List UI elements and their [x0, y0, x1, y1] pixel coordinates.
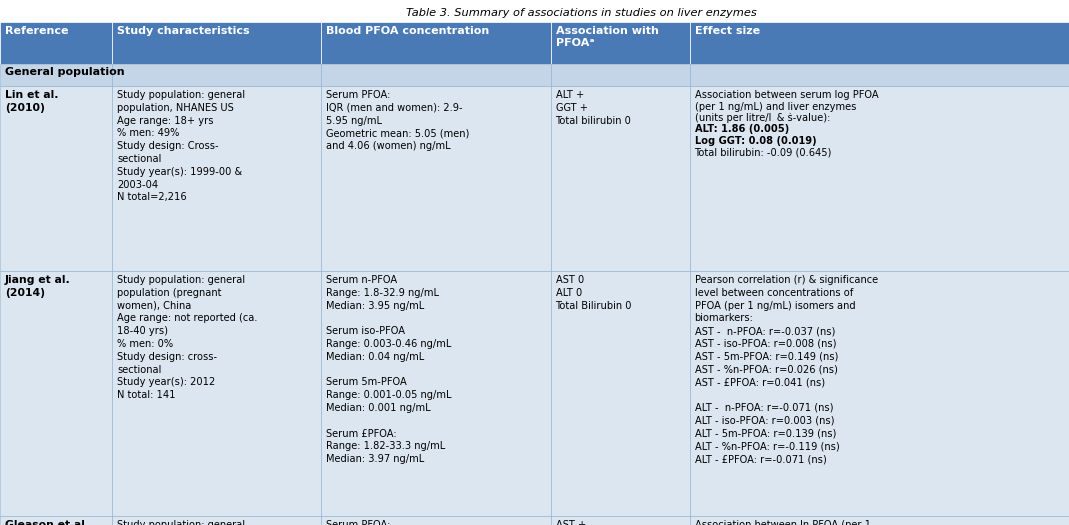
- Bar: [112, 516, 321, 525]
- Text: Association between ln PFOA (per 1: Association between ln PFOA (per 1: [695, 520, 870, 525]
- Text: ALT +
GGT +
Total bilirubin 0: ALT + GGT + Total bilirubin 0: [556, 90, 632, 125]
- Bar: [0, 64, 112, 86]
- Text: Study population: general: Study population: general: [118, 520, 246, 525]
- Bar: [321, 516, 551, 525]
- Bar: [0, 22, 112, 64]
- Text: Study characteristics: Study characteristics: [118, 26, 250, 36]
- Text: Study population: general
population (pregnant
women), China
Age range: not repo: Study population: general population (pr…: [118, 275, 258, 400]
- Text: Serum PFOA:: Serum PFOA:: [326, 520, 390, 525]
- Bar: [321, 271, 551, 516]
- Text: AST +: AST +: [556, 520, 586, 525]
- Text: Gleason et al.: Gleason et al.: [5, 520, 89, 525]
- Bar: [690, 86, 1069, 271]
- Bar: [551, 64, 690, 86]
- Bar: [112, 22, 321, 64]
- Text: AST 0
ALT 0
Total Bilirubin 0: AST 0 ALT 0 Total Bilirubin 0: [556, 275, 632, 311]
- Bar: [690, 64, 1069, 86]
- Bar: [112, 86, 321, 271]
- Text: Association between serum log PFOA: Association between serum log PFOA: [695, 90, 878, 100]
- Text: Serum PFOA:
IQR (men and women): 2.9-
5.95 ng/mL
Geometric mean: 5.05 (men)
and : Serum PFOA: IQR (men and women): 2.9- 5.…: [326, 90, 469, 151]
- Text: Reference: Reference: [5, 26, 68, 36]
- Text: Pearson correlation (r) & significance
level between concentrations of
PFOA (per: Pearson correlation (r) & significance l…: [695, 275, 878, 464]
- Text: Jiang et al.
(2014): Jiang et al. (2014): [5, 275, 71, 298]
- Bar: [321, 22, 551, 64]
- Bar: [551, 22, 690, 64]
- Text: Effect size: Effect size: [695, 26, 760, 36]
- Text: Log GGT: 0.08 (0.019): Log GGT: 0.08 (0.019): [695, 136, 816, 146]
- Bar: [112, 64, 321, 86]
- Bar: [690, 22, 1069, 64]
- Bar: [0, 271, 112, 516]
- Text: Total bilirubin: -0.09 (0.645): Total bilirubin: -0.09 (0.645): [695, 148, 832, 158]
- Bar: [0, 516, 112, 525]
- Bar: [690, 271, 1069, 516]
- Text: Study population: general
population, NHANES US
Age range: 18+ yrs
% men: 49%
St: Study population: general population, NH…: [118, 90, 246, 203]
- Text: ALT: 1.86 (0.005): ALT: 1.86 (0.005): [695, 124, 789, 134]
- Bar: [690, 516, 1069, 525]
- Bar: [551, 516, 690, 525]
- Text: (units per litre/l  & ṡ-value):: (units per litre/l & ṡ-value):: [695, 113, 830, 123]
- Text: Association with
PFOAᵃ: Association with PFOAᵃ: [556, 26, 659, 48]
- Text: Serum n-PFOA
Range: 1.8-32.9 ng/mL
Median: 3.95 ng/mL

Serum iso-PFOA
Range: 0.0: Serum n-PFOA Range: 1.8-32.9 ng/mL Media…: [326, 275, 451, 464]
- Text: Table 3. Summary of associations in studies on liver enzymes: Table 3. Summary of associations in stud…: [406, 8, 757, 18]
- Text: Blood PFOA concentration: Blood PFOA concentration: [326, 26, 489, 36]
- Bar: [551, 271, 690, 516]
- Bar: [112, 271, 321, 516]
- Text: Lin et al.
(2010): Lin et al. (2010): [5, 90, 59, 113]
- Bar: [321, 64, 551, 86]
- Bar: [0, 86, 112, 271]
- Bar: [551, 86, 690, 271]
- Text: General population: General population: [5, 67, 125, 77]
- Text: (per 1 ng/mL) and liver enzymes: (per 1 ng/mL) and liver enzymes: [695, 101, 856, 111]
- Bar: [321, 86, 551, 271]
